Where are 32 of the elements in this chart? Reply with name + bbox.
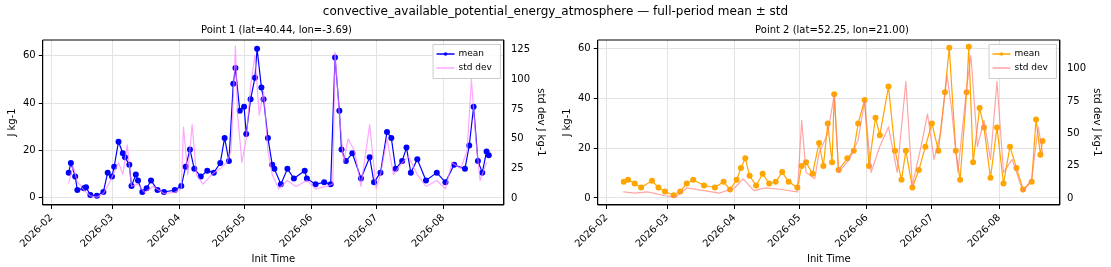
legend-label: mean <box>1014 48 1041 59</box>
legend-label: mean <box>458 48 485 59</box>
y2-tick-label: 25 <box>510 162 524 174</box>
y-axis-title: J kg-1 <box>5 108 17 138</box>
y2-tick-label: 125 <box>510 43 531 55</box>
y2-tick-label: 75 <box>510 102 524 114</box>
y2-tick-label: 50 <box>510 132 524 144</box>
x-axis-title: Init Time <box>807 252 851 264</box>
text: convective_available_potential_energy_atmosphere — full-period mean ± std <box>321 4 790 18</box>
legend-label: std dev <box>1014 62 1049 73</box>
y-tick-label: 40 <box>577 91 591 103</box>
y-tick-label: 0 <box>584 191 591 203</box>
y2-tick-label: 25 <box>1066 159 1080 171</box>
y-axis-title: J kg-1 <box>560 108 572 138</box>
y2-tick-label: 0 <box>1066 191 1074 203</box>
y-tick-label: 60 <box>22 49 36 61</box>
y-tick-label: 60 <box>577 42 591 54</box>
y-tick-label: 20 <box>577 141 591 153</box>
y2-axis-title: std dev J kg-1 <box>1092 88 1104 157</box>
chart-title: Point 2 (lat=52.25, lon=21.00) <box>755 23 909 35</box>
y-tick-label: 0 <box>29 191 36 203</box>
y2-tick-label: 100 <box>1066 62 1087 74</box>
y2-tick-label: 100 <box>510 73 531 85</box>
chart-title: Point 1 (lat=40.44, lon=-3.69) <box>200 23 353 35</box>
legend-label: std dev <box>458 62 493 73</box>
y2-tick-label: 0 <box>510 191 518 203</box>
y-tick-label: 20 <box>22 143 36 155</box>
y-tick-label: 40 <box>22 96 36 108</box>
y2-axis-title: std dev J kg-1 <box>536 88 548 157</box>
x-axis-title: Init Time <box>251 252 296 264</box>
y2-tick-label: 50 <box>1066 127 1080 139</box>
y2-tick-label: 75 <box>1066 94 1080 106</box>
